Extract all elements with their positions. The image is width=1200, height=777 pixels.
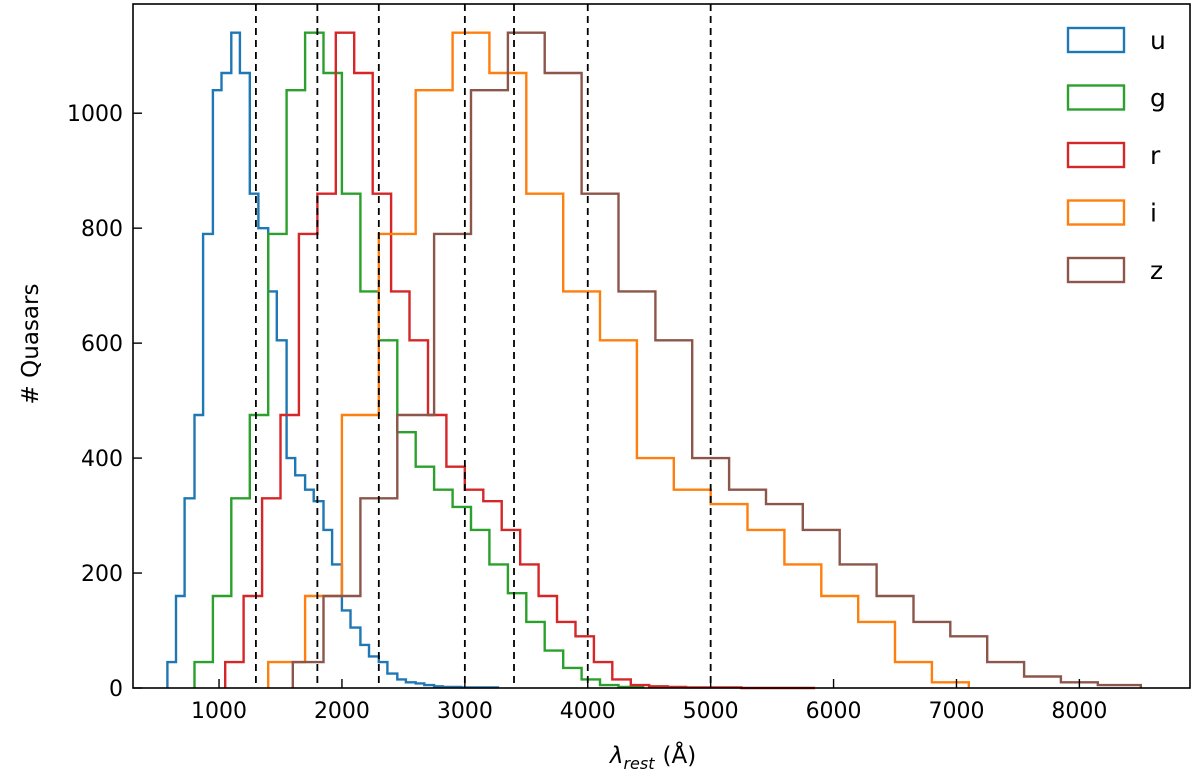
- histogram-series-g: [193, 31, 645, 689]
- y-axis-label: # Quasars: [18, 284, 44, 405]
- y-tick-label: 400: [81, 447, 123, 472]
- x-tick-label: 1000: [191, 699, 247, 724]
- x-axis-label-symbol: λ: [608, 743, 624, 769]
- y-tick-label: 200: [81, 562, 123, 587]
- x-axis-label-unit: (Å): [662, 741, 696, 769]
- legend-swatch-z: [1066, 256, 1126, 284]
- x-tick-label: 6000: [806, 699, 862, 724]
- reference-lines: [255, 4, 712, 688]
- x-axis-label-subscript: rest: [623, 754, 655, 773]
- plot-frame: [132, 3, 1191, 689]
- x-tick-label: 4000: [560, 699, 616, 724]
- legend-label-r: r: [1150, 141, 1161, 170]
- series-layer: [166, 31, 1142, 690]
- legend-swatch-i: [1066, 199, 1126, 226]
- x-axis-label: λrest (Å): [608, 741, 696, 773]
- legend-swatch-g: [1066, 84, 1126, 111]
- y-tick-label: 600: [81, 332, 123, 357]
- x-tick-label: 3000: [437, 699, 493, 724]
- legend-label-z: z: [1150, 256, 1163, 285]
- y-tick-label: 1000: [67, 102, 123, 127]
- legend-swatch-u: [1066, 26, 1126, 54]
- y-axis-ticks: 0 200 400 600 800 1000: [67, 102, 142, 702]
- legend-label-u: u: [1150, 26, 1166, 55]
- histogram-series-i: [267, 31, 970, 688]
- x-tick-label: 7000: [928, 699, 984, 724]
- histogram-series-r: [224, 31, 816, 690]
- x-axis-ticks: 1000 2000 3000 4000 5000 6000 7000 8000: [191, 679, 1107, 724]
- histogram-series-u: [166, 31, 500, 689]
- histogram-series-z: [291, 31, 1142, 688]
- y-tick-label: 800: [81, 217, 123, 242]
- legend-swatch-r: [1066, 141, 1126, 169]
- y-tick-label: 0: [109, 677, 123, 702]
- legend-label-i: i: [1150, 199, 1157, 228]
- x-tick-label: 8000: [1051, 699, 1107, 724]
- x-tick-label: 2000: [314, 699, 370, 724]
- x-tick-label: 5000: [683, 699, 739, 724]
- legend-label-g: g: [1150, 84, 1166, 113]
